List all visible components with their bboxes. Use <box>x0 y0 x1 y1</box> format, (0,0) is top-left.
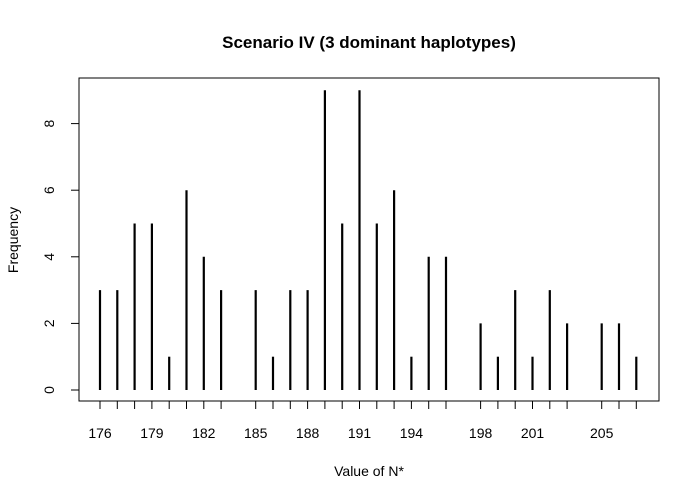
x-tick-label-198: 198 <box>469 425 493 441</box>
x-tick-label-194: 194 <box>400 425 424 441</box>
plot-frame <box>78 77 660 402</box>
y-axis-label: Frequency <box>5 207 21 273</box>
x-tick-label-182: 182 <box>192 425 216 441</box>
y-tick-label-4: 4 <box>41 253 57 261</box>
x-axis-label: Value of N* <box>334 463 404 479</box>
x-tick-label-191: 191 <box>348 425 372 441</box>
y-tick-label-0: 0 <box>41 386 57 394</box>
x-tick-label-179: 179 <box>140 425 164 441</box>
y-tick-label-8: 8 <box>41 119 57 127</box>
chart-title: Scenario IV (3 dominant haplotypes) <box>222 33 516 52</box>
bars-group <box>98 90 638 390</box>
x-tick-label-201: 201 <box>521 425 545 441</box>
y-tick-label-6: 6 <box>41 186 57 194</box>
y-axis: 0 2 4 6 8 <box>41 119 80 394</box>
x-tick-label-176: 176 <box>88 425 112 441</box>
x-tick-label-188: 188 <box>296 425 320 441</box>
x-tick-label-185: 185 <box>244 425 268 441</box>
x-tick-label-205: 205 <box>590 425 614 441</box>
y-tick-label-2: 2 <box>41 319 57 327</box>
x-axis: 176 179 182 185 188 191 194 198 201 205 <box>88 400 637 441</box>
